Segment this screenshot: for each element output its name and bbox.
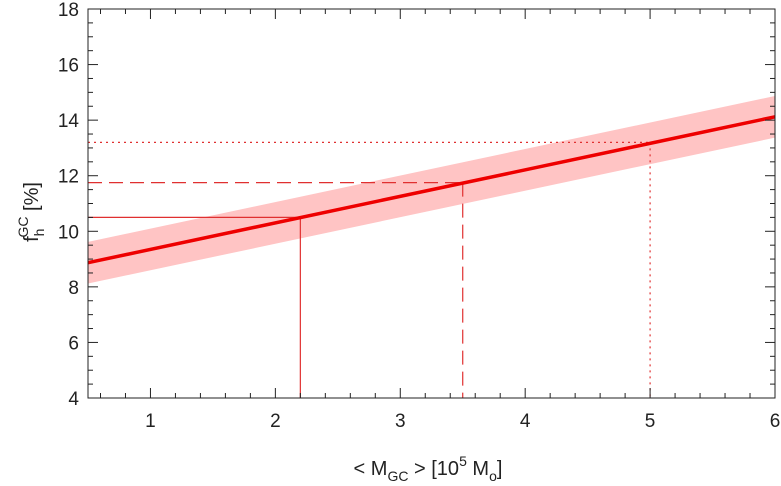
x-tick-label: 5 <box>645 411 656 432</box>
y-tick-label: 14 <box>58 111 80 132</box>
x-tick-label: 3 <box>395 411 406 432</box>
x-axis-title: < MGC > [105 Mo] <box>354 453 503 484</box>
x-tick-label: 4 <box>520 411 531 432</box>
x-tick-label: 2 <box>270 411 281 432</box>
x-tick-label: 1 <box>145 411 156 432</box>
y-tick-label: 12 <box>58 167 79 188</box>
fit-line <box>87 115 776 265</box>
y-tick-label: 10 <box>58 222 79 243</box>
series-lines <box>87 115 776 265</box>
guide-lines <box>88 141 651 398</box>
x-tick-label: 6 <box>770 411 781 432</box>
y-tick-label: 18 <box>58 0 79 21</box>
y-tick-label: 4 <box>68 389 79 410</box>
y-tick-label: 6 <box>68 333 79 354</box>
y-axis-title: fhGC [%] <box>15 182 47 242</box>
y-tick-label: 8 <box>68 278 79 299</box>
axis-ticks <box>88 8 776 399</box>
y-tick-label: 16 <box>58 56 79 77</box>
